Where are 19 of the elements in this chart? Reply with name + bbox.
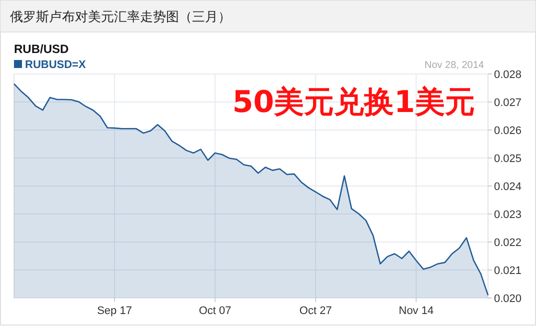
chart-title: 俄罗斯卢布对美元汇率走势图（三月） (10, 9, 231, 25)
y-tick-label: 0.020 (494, 293, 522, 305)
y-tick-label: 0.021 (494, 265, 522, 277)
y-tick-label: 0.023 (494, 209, 522, 221)
x-tick-label: Oct 07 (198, 305, 232, 317)
legend: RUBUSD=X (14, 59, 86, 71)
y-tick-label: 0.027 (494, 97, 522, 109)
x-tick-label: Nov 14 (398, 305, 434, 317)
y-tick-label: 0.026 (494, 125, 522, 137)
legend-label: RUBUSD=X (25, 59, 86, 71)
text: Nov 28, 2014 (424, 60, 484, 71)
annotation: 50美元兑换1美元 (232, 85, 475, 120)
y-tick-label: 0.028 (494, 69, 522, 81)
y-tick-label: 0.024 (494, 181, 522, 193)
x-tick-label: Sep 17 (97, 305, 132, 317)
y-tick-label: 0.025 (494, 153, 522, 165)
chart-subtitle: RUB/USD (14, 42, 69, 56)
y-tick-label: 0.022 (494, 237, 522, 249)
x-tick-label: Oct 27 (299, 305, 332, 317)
